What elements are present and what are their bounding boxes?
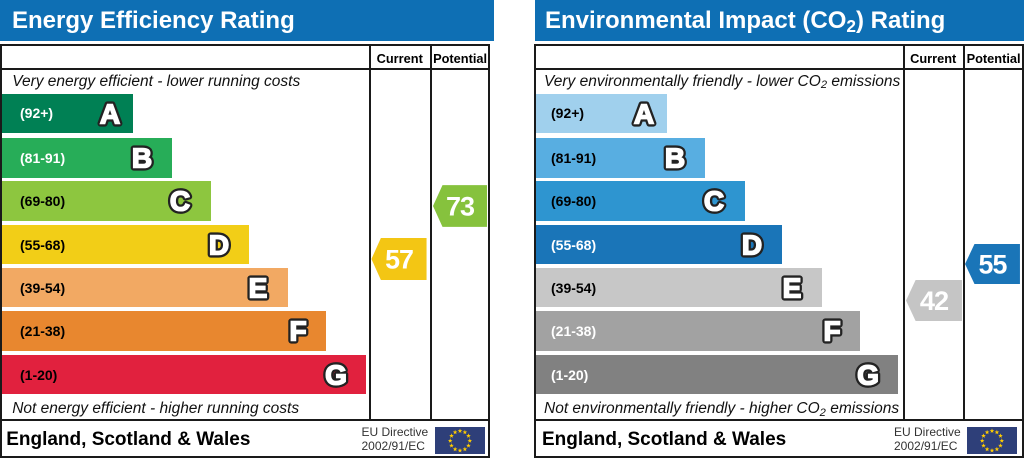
svg-text:D: D: [208, 229, 228, 260]
svg-text:57: 57: [385, 244, 413, 274]
svg-text:F: F: [289, 316, 306, 347]
svg-text:G: G: [325, 359, 347, 390]
svg-text:A: A: [100, 98, 120, 129]
svg-text:E: E: [249, 272, 268, 303]
svg-text:C: C: [703, 186, 723, 217]
svg-text:G: G: [857, 359, 879, 390]
svg-text:G: G: [325, 359, 347, 390]
svg-text:G: G: [857, 359, 879, 390]
svg-text:E: E: [249, 272, 268, 303]
svg-text:42: 42: [919, 285, 948, 316]
svg-text:73: 73: [446, 192, 475, 222]
svg-text:D: D: [741, 229, 761, 260]
svg-text:55: 55: [978, 250, 1007, 280]
svg-text:B: B: [132, 143, 152, 174]
svg-text:B: B: [665, 143, 685, 174]
svg-text:C: C: [169, 186, 189, 217]
svg-text:B: B: [132, 143, 152, 174]
svg-text:F: F: [823, 316, 840, 347]
svg-text:A: A: [100, 98, 120, 129]
svg-text:D: D: [208, 229, 228, 260]
svg-text:E: E: [783, 272, 802, 303]
svg-text:E: E: [783, 272, 802, 303]
svg-text:D: D: [741, 229, 761, 260]
svg-text:C: C: [169, 186, 189, 217]
svg-text:A: A: [634, 98, 654, 129]
svg-text:F: F: [289, 316, 306, 347]
svg-text:A: A: [634, 98, 654, 129]
svg-text:F: F: [823, 316, 840, 347]
svg-text:C: C: [703, 186, 723, 217]
svg-text:B: B: [665, 143, 685, 174]
